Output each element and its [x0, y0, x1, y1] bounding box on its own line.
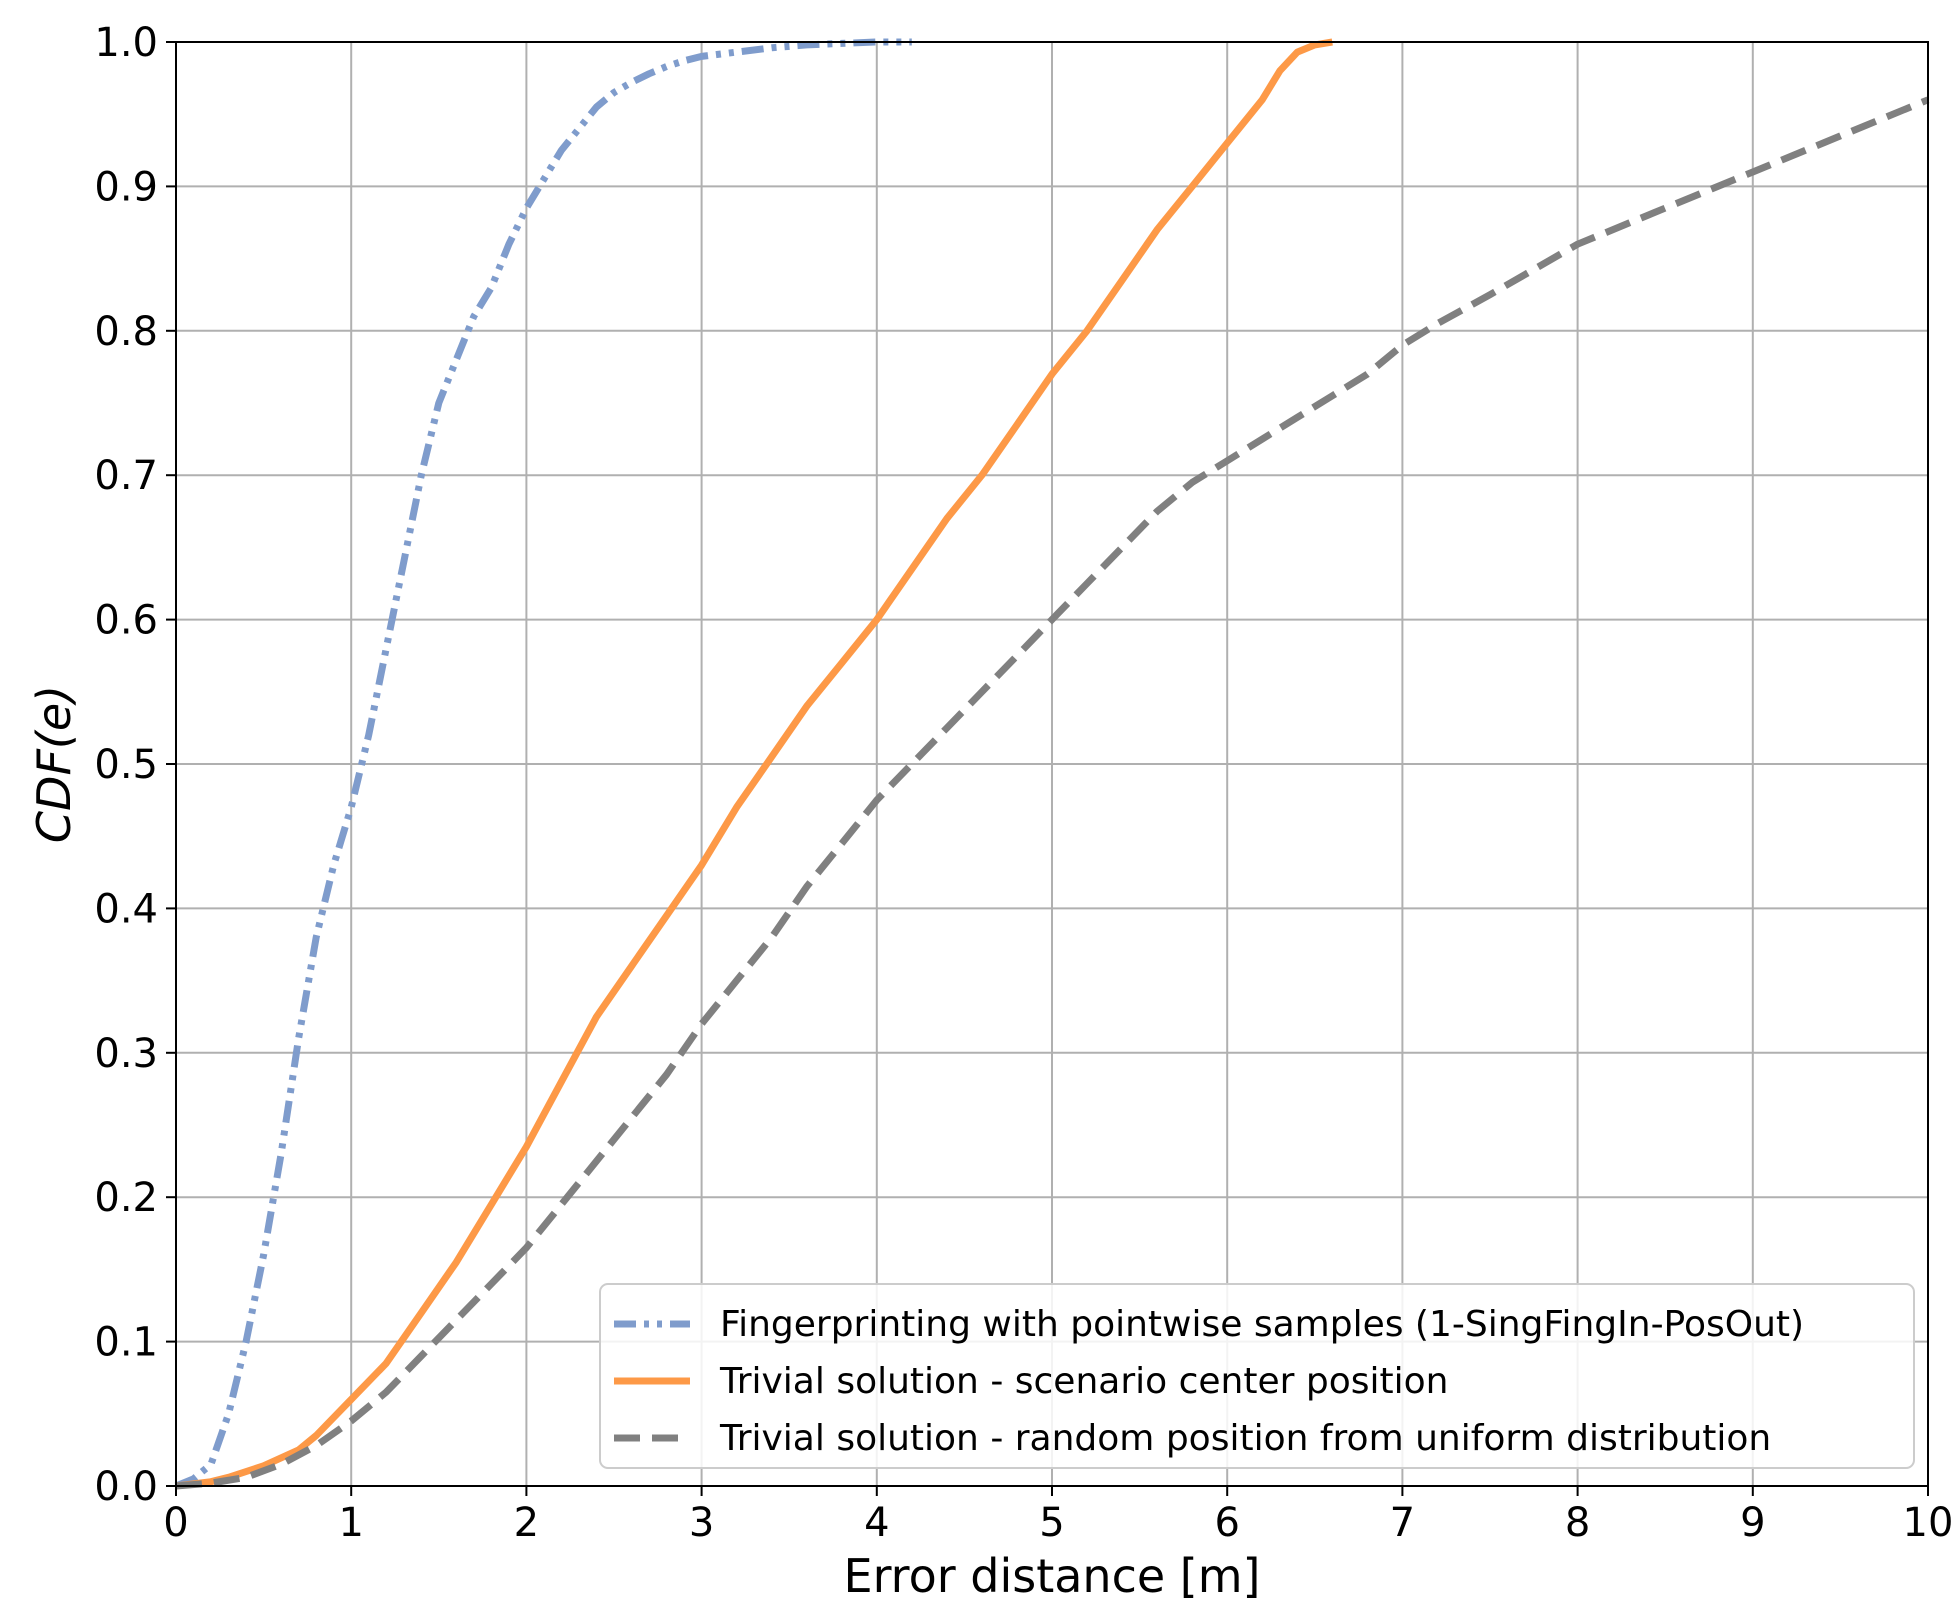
y-tick-label: 0.7 — [94, 453, 158, 499]
series-line-1 — [174, 38, 912, 1490]
x-tick-label: 6 — [1214, 1500, 1239, 1546]
y-tick-label: 0.8 — [94, 309, 158, 355]
x-tick-label: 3 — [689, 1500, 714, 1546]
y-tick-label: 0.2 — [94, 1175, 158, 1221]
x-tick-label: 8 — [1565, 1500, 1590, 1546]
y-axis-label: CDF(e) — [27, 685, 81, 843]
x-tick-label: 10 — [1903, 1500, 1954, 1546]
y-tick-label: 0.3 — [94, 1031, 158, 1077]
series-line-3 — [175, 96, 1930, 1490]
x-axis-label: Error distance [m] — [844, 1549, 1261, 1603]
legend: Fingerprinting with pointwise samples (1… — [599, 1283, 1915, 1469]
y-tick-label: 1.0 — [94, 20, 158, 66]
plot-lines — [174, 38, 1930, 1490]
x-tick-label: 2 — [514, 1500, 539, 1546]
x-tick-label: 9 — [1740, 1500, 1765, 1546]
legend-label-2: Trivial solution - scenario center posit… — [719, 1361, 1448, 1402]
x-tick-label: 7 — [1390, 1500, 1415, 1546]
y-tick-label: 0.9 — [94, 164, 158, 210]
x-tick-label: 4 — [864, 1500, 889, 1546]
y-tick-label: 0.6 — [94, 598, 158, 644]
y-axis-ticks: 0.0 0.1 0.2 0.3 0.4 0.5 0.6 0.7 0.8 0.9 1.0 — [94, 20, 176, 1510]
y-tick-label: 0.4 — [94, 886, 158, 932]
y-tick-label: 0.0 — [94, 1464, 158, 1510]
legend-box — [599, 1283, 1915, 1469]
x-tick-label: 5 — [1039, 1500, 1064, 1546]
grid-lines — [175, 41, 1929, 1487]
y-tick-label: 0.5 — [94, 742, 158, 788]
x-axis-ticks: 0 1 2 3 4 5 6 7 8 9 10 — [163, 1486, 1953, 1546]
x-tick-label: 1 — [338, 1500, 363, 1546]
legend-label-1: Fingerprinting with pointwise samples (1… — [720, 1304, 1804, 1345]
y-tick-label: 0.1 — [94, 1320, 158, 1366]
legend-label-3: Trivial solution - random position from … — [719, 1418, 1771, 1459]
x-tick-label: 0 — [163, 1500, 188, 1546]
series-line-2 — [175, 38, 1333, 1490]
